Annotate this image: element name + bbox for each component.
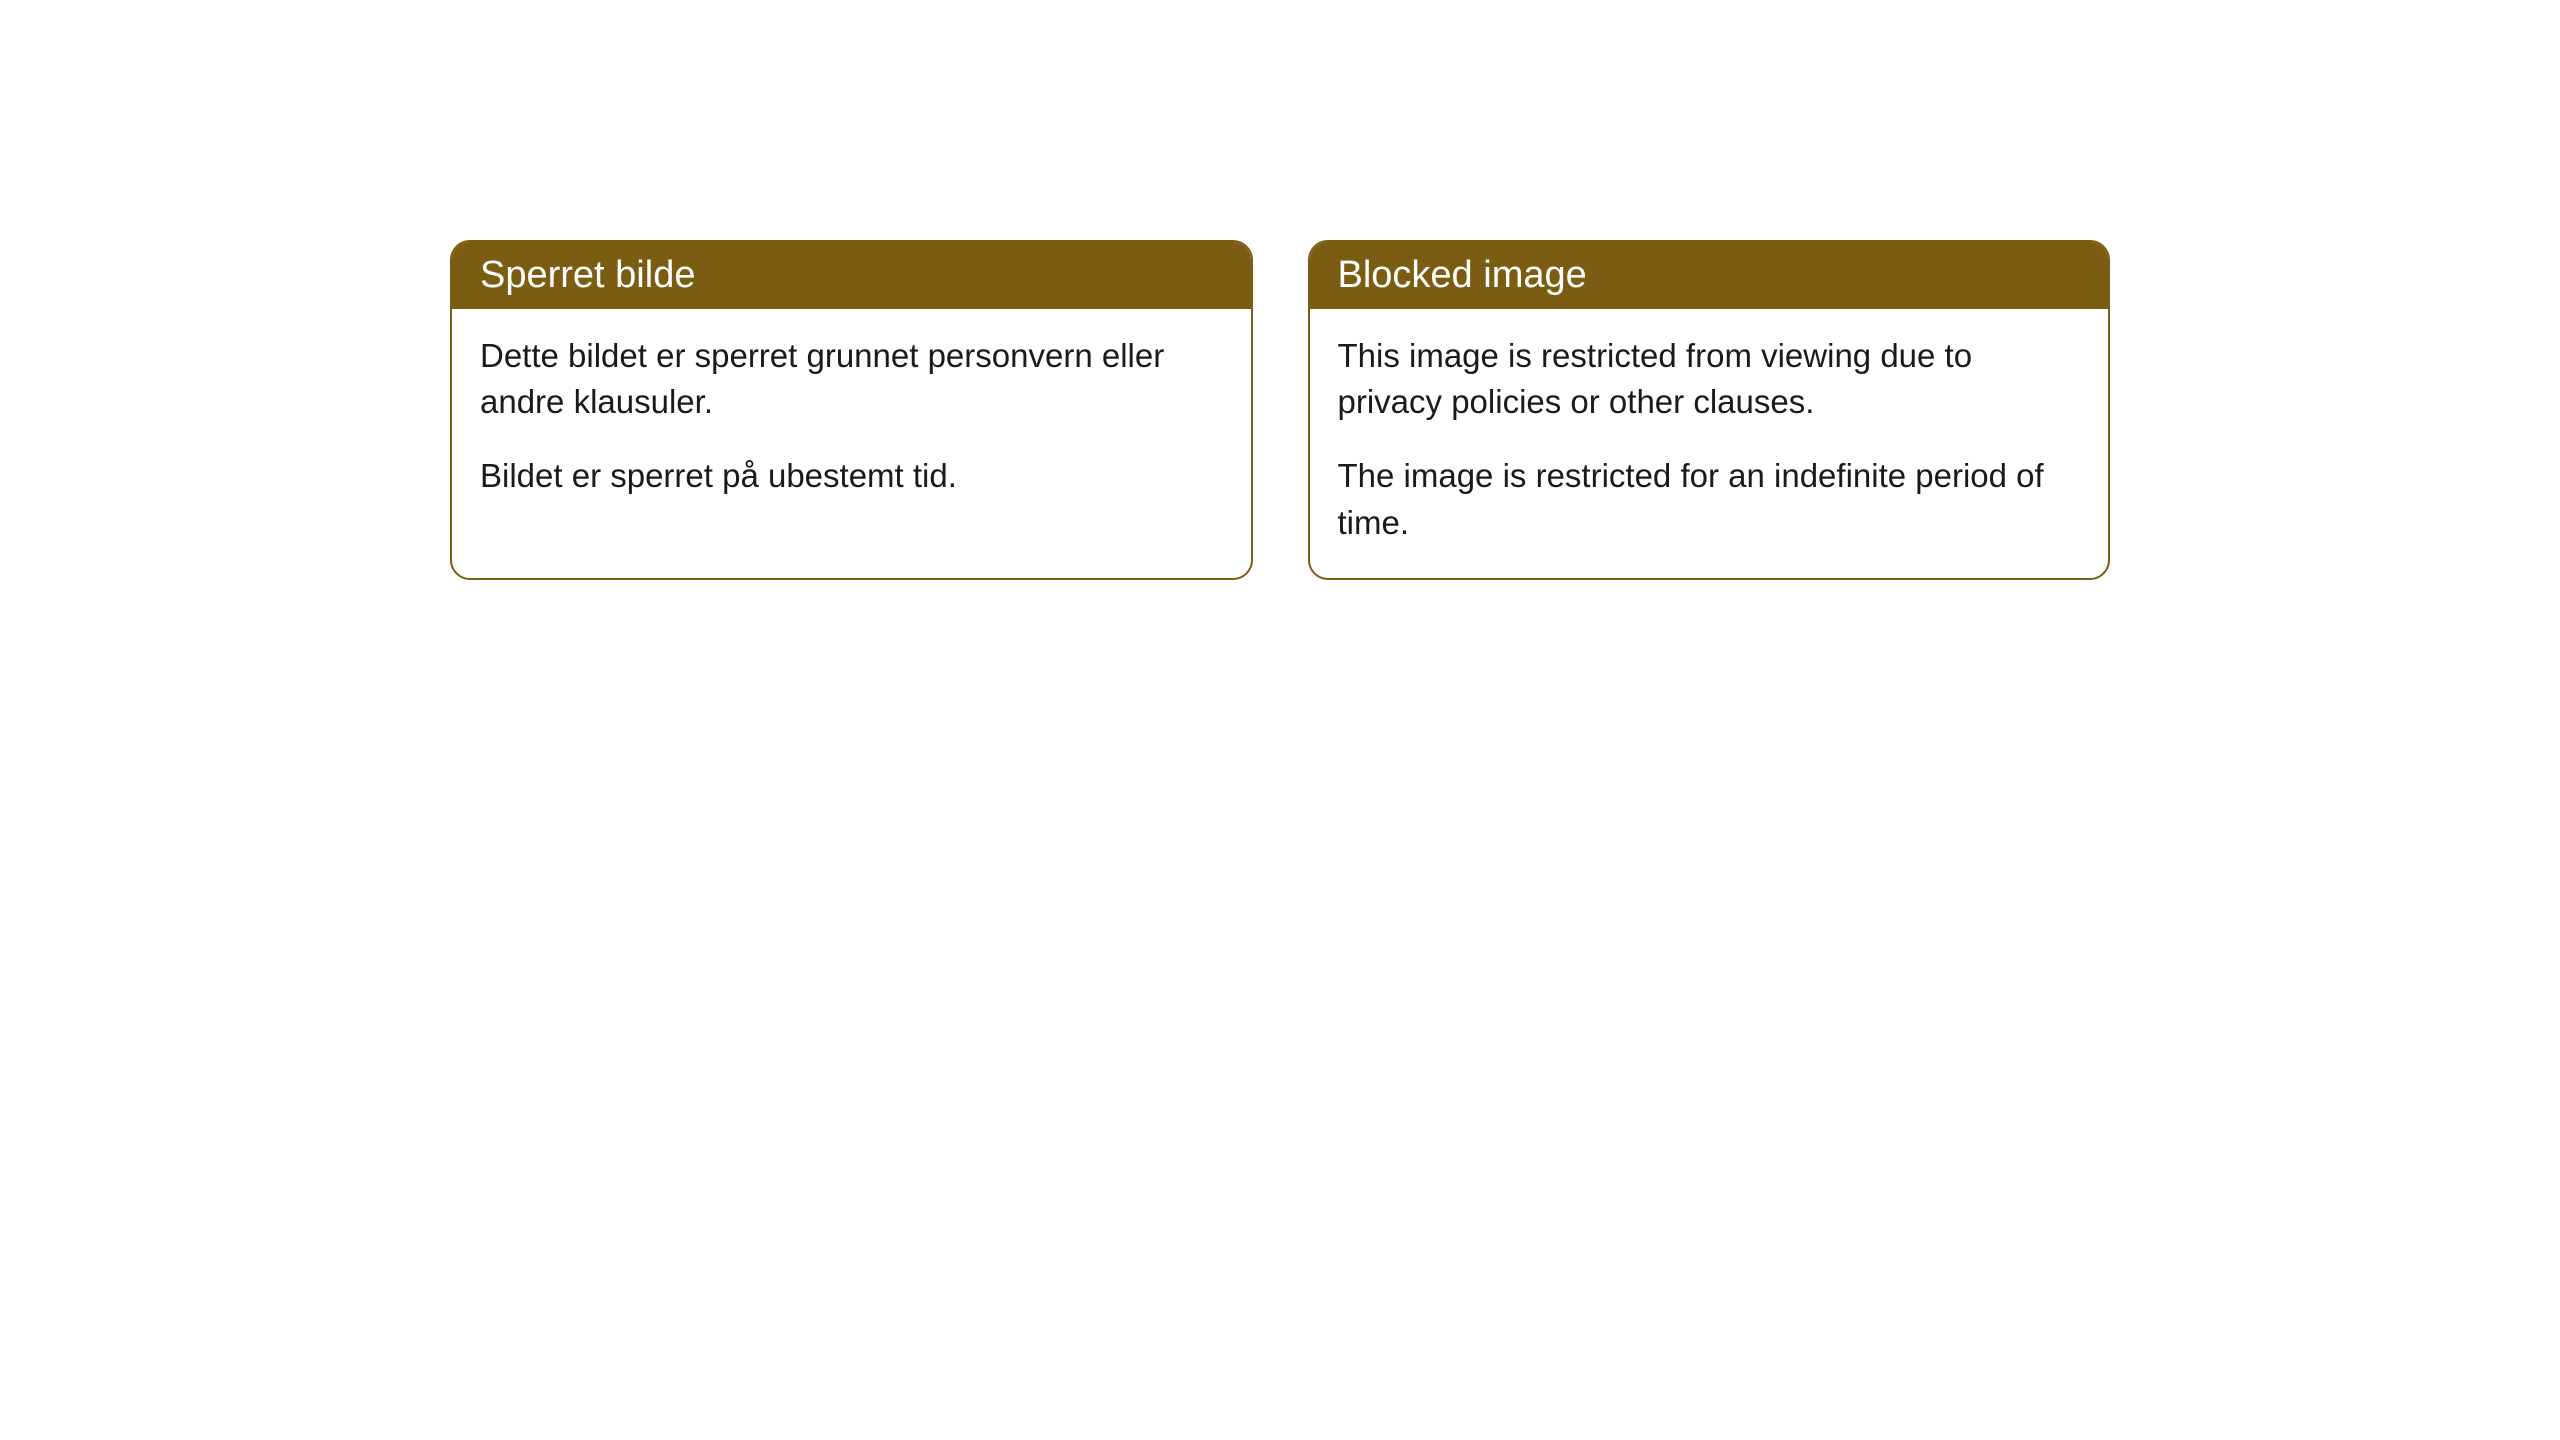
card-body: Dette bildet er sperret grunnet personve… [452, 309, 1251, 532]
card-paragraph: Bildet er sperret på ubestemt tid. [480, 453, 1223, 499]
blocked-image-card-english: Blocked image This image is restricted f… [1308, 240, 2111, 580]
blocked-image-card-norwegian: Sperret bilde Dette bildet er sperret gr… [450, 240, 1253, 580]
card-header: Blocked image [1310, 242, 2109, 309]
card-title: Sperret bilde [480, 254, 695, 296]
card-paragraph: Dette bildet er sperret grunnet personve… [480, 333, 1223, 425]
card-paragraph: This image is restricted from viewing du… [1338, 333, 2081, 425]
cards-container: Sperret bilde Dette bildet er sperret gr… [450, 240, 2110, 580]
card-paragraph: The image is restricted for an indefinit… [1338, 453, 2081, 545]
card-title: Blocked image [1338, 254, 1587, 296]
card-body: This image is restricted from viewing du… [1310, 309, 2109, 578]
card-header: Sperret bilde [452, 242, 1251, 309]
